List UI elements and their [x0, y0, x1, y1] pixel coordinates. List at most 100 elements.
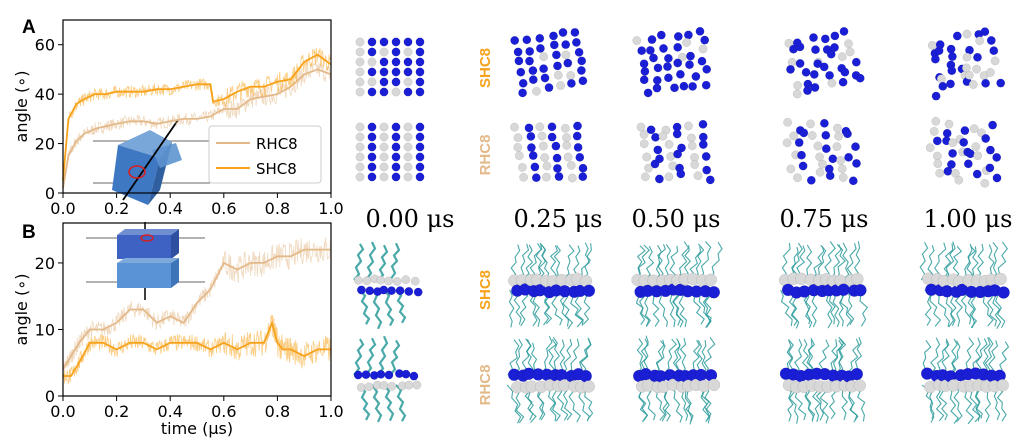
bead — [980, 27, 990, 37]
bead — [946, 79, 955, 89]
bead — [990, 56, 1000, 66]
bead — [645, 45, 655, 55]
lipid-chain — [807, 337, 816, 376]
y-tick-label: 40 — [35, 85, 55, 104]
legend: RHC8 SHC8 — [208, 125, 322, 184]
bead — [930, 54, 940, 64]
row-label-bottom-shc8: SHC8 — [477, 270, 494, 310]
bead — [783, 117, 793, 127]
bead — [691, 72, 701, 81]
bead — [653, 63, 663, 73]
bead — [379, 47, 389, 57]
lipid-chain — [970, 289, 977, 329]
bead — [707, 286, 721, 299]
lipid-chain — [699, 241, 712, 281]
bead — [688, 81, 698, 91]
lipid-chain — [842, 242, 850, 281]
y-tick-label: 0 — [45, 387, 55, 406]
bead — [675, 69, 685, 79]
bead — [819, 62, 829, 72]
bead — [959, 137, 969, 147]
bead — [355, 162, 365, 172]
lipid-chain — [535, 243, 545, 281]
bead — [672, 129, 682, 139]
bead — [573, 121, 582, 131]
bead — [361, 370, 371, 380]
bead — [686, 133, 696, 143]
snapshot-r0-c2 — [632, 26, 712, 98]
bead — [403, 122, 413, 132]
bead — [355, 47, 365, 57]
lipid-chain — [974, 338, 988, 376]
bead — [972, 64, 982, 74]
snapshot-r1-c2 — [636, 119, 715, 185]
lipid-chain — [830, 289, 840, 328]
bead — [925, 143, 935, 153]
bead — [705, 175, 715, 185]
bead — [566, 78, 576, 88]
bead — [644, 163, 653, 173]
lipid-chain — [943, 243, 954, 281]
lipid-chain — [804, 289, 813, 329]
bead — [560, 123, 570, 133]
bead — [531, 173, 541, 183]
bead — [981, 134, 991, 143]
bead — [840, 67, 850, 77]
bead — [403, 37, 413, 47]
bead — [934, 46, 944, 56]
lipid-chain — [562, 289, 574, 330]
bead — [797, 150, 806, 160]
bead — [798, 161, 808, 171]
bead — [833, 123, 842, 133]
bead — [379, 152, 389, 162]
bead — [837, 52, 847, 62]
bead — [679, 81, 689, 91]
bead — [685, 60, 694, 70]
bead — [946, 160, 956, 169]
bead — [582, 284, 596, 298]
bead — [845, 47, 855, 57]
bead — [690, 160, 700, 170]
bead — [828, 154, 838, 164]
bead — [830, 43, 839, 52]
lipid-chain — [651, 340, 666, 376]
lipid-chain — [359, 384, 371, 421]
bead — [570, 27, 580, 37]
bead — [825, 70, 835, 80]
bead — [707, 378, 721, 392]
lipid-chain — [581, 289, 591, 325]
x-tick-label: 0.4 — [157, 199, 182, 218]
bead — [677, 143, 686, 153]
lipid-chain — [365, 241, 377, 281]
bead — [815, 167, 825, 177]
bead — [855, 73, 865, 83]
bead — [539, 52, 549, 62]
bead — [355, 172, 365, 182]
bead — [391, 87, 401, 97]
bead — [514, 56, 524, 66]
bead — [687, 141, 697, 151]
bead — [528, 75, 538, 85]
lipid-chain — [539, 242, 550, 281]
bead — [947, 66, 957, 76]
bead — [632, 36, 642, 46]
series-line-rhc8 — [62, 248, 331, 370]
bead — [549, 31, 558, 41]
lipid-chain — [353, 243, 365, 281]
bead — [404, 380, 414, 390]
bead — [806, 175, 816, 185]
lipid-chain — [525, 338, 535, 376]
bead — [391, 142, 401, 152]
bead — [391, 67, 401, 77]
bead — [403, 67, 413, 77]
bead — [379, 77, 389, 87]
lipid-chain — [522, 244, 534, 281]
bead — [838, 77, 848, 87]
series-line-rhc8 — [62, 68, 332, 189]
lipid-chain — [966, 243, 973, 281]
bead — [649, 53, 658, 63]
lipid-chain — [703, 337, 716, 376]
bead — [556, 81, 566, 91]
bead — [684, 121, 693, 131]
bead — [415, 132, 425, 142]
